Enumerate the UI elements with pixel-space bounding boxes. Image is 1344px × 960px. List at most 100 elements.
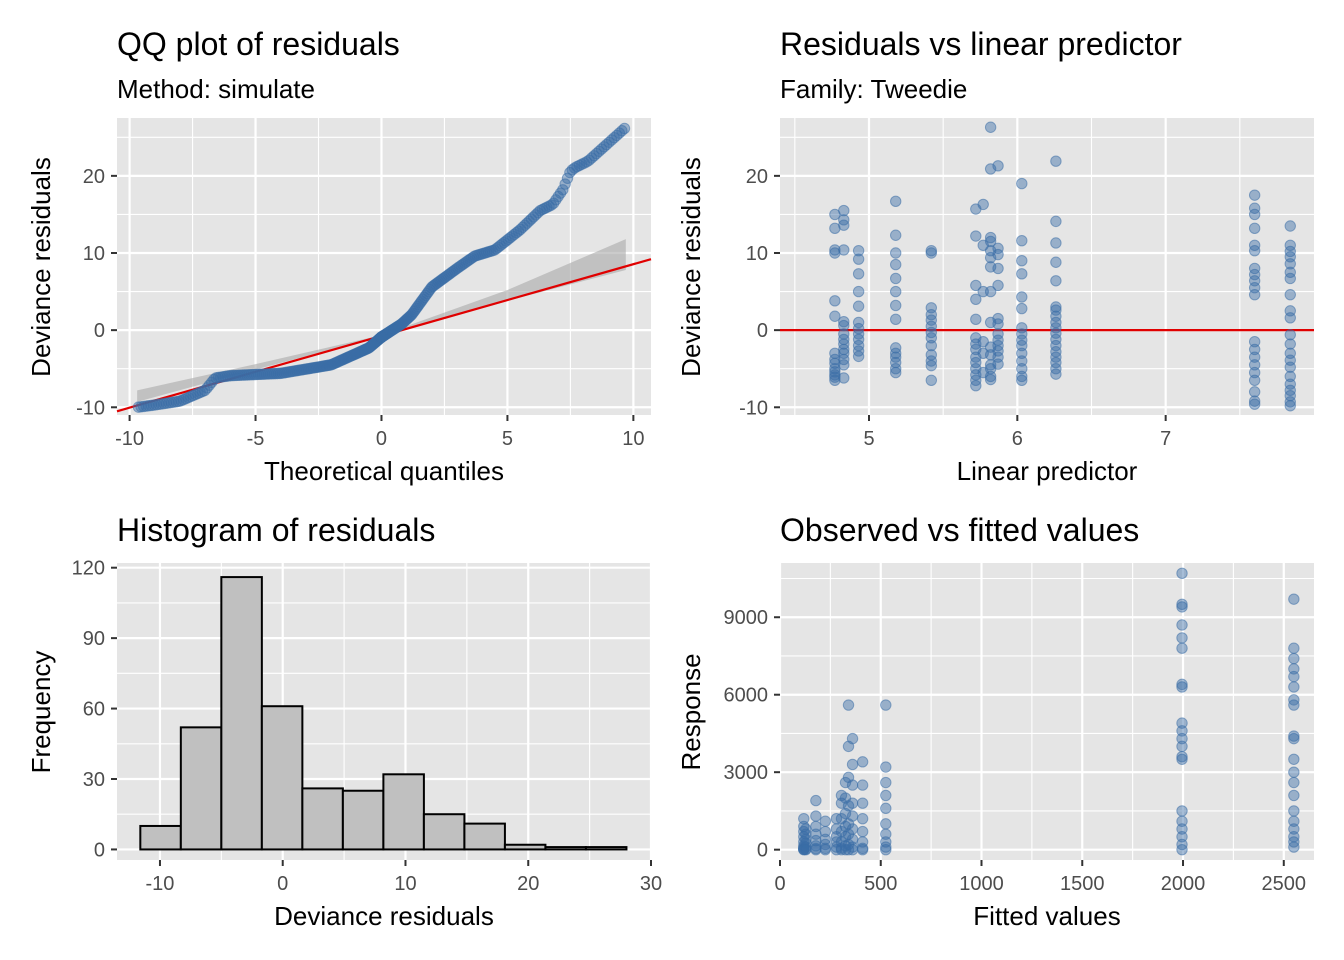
observed-point bbox=[1288, 730, 1300, 742]
observed-point bbox=[880, 699, 892, 711]
chart-title: Residuals vs linear predictor bbox=[780, 26, 1182, 62]
x-tick-label: 1500 bbox=[1060, 873, 1105, 895]
residual-point bbox=[1248, 288, 1261, 301]
observed-point bbox=[1288, 670, 1300, 683]
observed-point bbox=[856, 797, 869, 809]
residual-point bbox=[992, 358, 1004, 370]
observed-point bbox=[1288, 593, 1300, 605]
axis-ticks: 5 6 7 -10 0 10 20 bbox=[739, 166, 1171, 450]
x-tick-label: 0 bbox=[376, 428, 387, 450]
residual-point bbox=[992, 345, 1004, 357]
histogram-bar bbox=[382, 773, 425, 851]
observed-point bbox=[1288, 753, 1300, 765]
residual-point bbox=[890, 195, 902, 208]
residual-point bbox=[838, 204, 850, 217]
residual-point bbox=[838, 347, 850, 359]
residual-point bbox=[1284, 258, 1296, 270]
residual-point bbox=[1050, 304, 1062, 316]
residual-point bbox=[925, 332, 937, 344]
residual-point bbox=[852, 285, 865, 298]
residual-point bbox=[1016, 328, 1028, 340]
x-tick-label: 0 bbox=[277, 873, 288, 895]
residual-point bbox=[1016, 177, 1028, 190]
residual-point bbox=[1248, 366, 1261, 379]
residual-point bbox=[852, 316, 865, 329]
histogram-bar bbox=[139, 824, 182, 851]
observed-point bbox=[819, 815, 832, 827]
residual-point bbox=[852, 333, 865, 346]
residual-point bbox=[838, 244, 850, 256]
x-tick-label: -10 bbox=[115, 428, 144, 450]
x-tick-label: 2500 bbox=[1262, 873, 1307, 895]
y-tick-label: 0 bbox=[757, 840, 768, 862]
observed-point bbox=[1288, 663, 1300, 675]
y-axis-label: Deviance residuals bbox=[676, 157, 706, 377]
residual-point bbox=[970, 356, 982, 369]
observed-point bbox=[1176, 750, 1188, 763]
residual-point bbox=[1016, 347, 1028, 359]
residual-point bbox=[1248, 208, 1261, 221]
chart-subtitle: Method: simulate bbox=[117, 74, 315, 104]
residual-point bbox=[1248, 386, 1261, 398]
observed-point bbox=[856, 836, 869, 848]
observed-point bbox=[1288, 789, 1300, 802]
chart-title: QQ plot of residuals bbox=[117, 26, 400, 62]
residual-point bbox=[852, 350, 865, 363]
qq-point bbox=[561, 172, 574, 185]
residual-point bbox=[1284, 378, 1296, 390]
y-tick-label: 20 bbox=[746, 166, 768, 188]
residual-point bbox=[1284, 370, 1296, 383]
residual-point bbox=[1248, 351, 1261, 363]
residual-point bbox=[984, 373, 997, 386]
histogram-bar bbox=[584, 846, 628, 851]
residual-point bbox=[1050, 215, 1062, 228]
residual-point bbox=[1284, 272, 1296, 285]
observed-point bbox=[1176, 717, 1188, 729]
qq-point bbox=[559, 178, 571, 190]
residual-point bbox=[1284, 361, 1296, 373]
y-axis-label: Response bbox=[676, 653, 706, 770]
y-tick-label: 9000 bbox=[724, 607, 769, 629]
x-tick-label: 7 bbox=[1160, 428, 1171, 450]
axis-ticks: -10 -5 0 5 10 -10 0 10 20 bbox=[76, 166, 644, 450]
residual-point bbox=[829, 374, 841, 386]
residual-point bbox=[890, 258, 902, 271]
confidence-band-area bbox=[137, 239, 626, 402]
residual-point bbox=[1050, 339, 1062, 352]
observed-point bbox=[1288, 699, 1300, 711]
x-axis-label: Theoretical quantiles bbox=[264, 456, 504, 486]
observed-point bbox=[810, 810, 822, 822]
qq-point bbox=[618, 122, 631, 135]
x-tick-label: 20 bbox=[517, 873, 539, 895]
x-tick-label: -10 bbox=[146, 873, 175, 895]
residual-point bbox=[838, 219, 850, 231]
observed-point bbox=[842, 699, 855, 711]
x-tick-label: 1000 bbox=[959, 873, 1004, 895]
residual-point bbox=[890, 347, 902, 359]
residual-point bbox=[829, 353, 841, 366]
x-axis-label: Deviance residuals bbox=[274, 901, 494, 931]
residual-point bbox=[984, 370, 997, 383]
observed-point bbox=[1288, 766, 1300, 778]
observed-point bbox=[856, 825, 869, 838]
histogram-bar bbox=[341, 789, 385, 851]
plot-panel-background bbox=[780, 118, 1314, 415]
histogram-bar bbox=[463, 822, 506, 851]
x-tick-label: 30 bbox=[640, 873, 662, 895]
y-tick-label: 120 bbox=[72, 558, 105, 580]
residual-point bbox=[1016, 339, 1028, 352]
observed-point bbox=[1176, 843, 1188, 856]
qq-point bbox=[557, 184, 569, 196]
residual-point bbox=[1050, 155, 1062, 167]
residual-point bbox=[970, 379, 982, 392]
residual-point bbox=[970, 230, 982, 242]
y-tick-label: 10 bbox=[746, 243, 768, 265]
observed-point bbox=[1288, 652, 1300, 665]
residual-point bbox=[1016, 322, 1028, 334]
observed-point bbox=[819, 843, 832, 856]
residual-point bbox=[984, 231, 997, 244]
observed-point bbox=[846, 823, 859, 835]
residual-point bbox=[1016, 374, 1028, 386]
residual-point bbox=[1284, 312, 1296, 324]
observed-point bbox=[1176, 681, 1188, 693]
